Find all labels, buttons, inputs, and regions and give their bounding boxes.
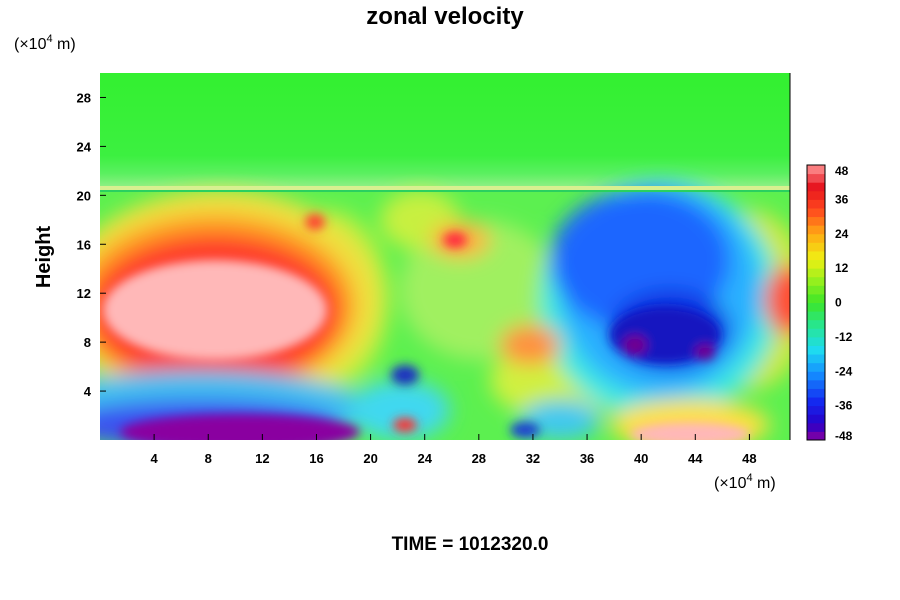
colorbar-band [807, 345, 825, 355]
colorbar-band [807, 259, 825, 269]
colorbar-band [807, 328, 825, 338]
colorbar-band [807, 216, 825, 226]
colorbar-band [807, 199, 825, 209]
y-tick-label: 8 [84, 335, 91, 350]
x-tick-label: 36 [580, 451, 594, 466]
x-tick-label: 40 [634, 451, 648, 466]
colorbar-tick-label: -12 [835, 330, 853, 344]
colorbar-tick-label: 12 [835, 261, 849, 275]
colorbar-band [807, 165, 825, 175]
colorbar: 48 36 24 12 0 -12 -24 -36 -48 [806, 164, 853, 443]
velocity-field [100, 73, 790, 440]
colorbar-band [807, 354, 825, 364]
x-axis-unit: (×104 m) [714, 472, 776, 492]
colorbar-tick-label: 36 [835, 192, 849, 206]
y-tick-label: 28 [77, 90, 91, 105]
y-tick-label: 12 [77, 286, 91, 301]
interface-band [100, 186, 790, 190]
colorbar-band [807, 250, 825, 261]
colorbar-band [807, 379, 825, 389]
x-tick-label: 16 [309, 451, 323, 466]
x-tick-label: 12 [255, 451, 269, 466]
colorbar-tick-label: -36 [835, 399, 853, 413]
colorbar-band [807, 397, 825, 407]
colorbar-band [807, 302, 825, 312]
x-tick-label: 44 [688, 451, 703, 466]
colorbar-band [807, 233, 825, 243]
colorbar-band [807, 285, 825, 295]
y-axis-label: Height [33, 226, 55, 289]
colorbar-frame [806, 164, 826, 441]
colorbar-band [807, 268, 825, 278]
y-tick-label: 20 [77, 188, 91, 203]
upper-layer-field [100, 73, 790, 191]
colorbar-band [807, 371, 825, 381]
colorbar-band [807, 336, 825, 346]
colorbar-tick-label: -24 [835, 364, 853, 378]
colorbar-band [807, 242, 825, 252]
colorbar-band [807, 173, 825, 183]
colorbar-band [807, 405, 825, 415]
colorbar-band [807, 414, 825, 424]
x-tick-label: 20 [363, 451, 377, 466]
x-axis-ticks: 4 8 12 16 20 24 28 32 36 40 44 48 [151, 434, 757, 466]
x-tick-label: 24 [417, 451, 432, 466]
colorbar-band [807, 225, 825, 235]
time-label: TIME = 1012320.0 [392, 534, 549, 555]
y-axis-ticks: 4 8 12 16 20 24 28 [77, 90, 106, 399]
colorbar-band [807, 311, 825, 321]
y-tick-label: 24 [77, 139, 92, 154]
colorbar-tick-label: -48 [835, 429, 853, 443]
colorbar-band [807, 190, 825, 200]
colorbar-band [807, 182, 825, 192]
core-blobs [103, 214, 750, 440]
y-axis-unit: (×104 m) [14, 33, 76, 53]
y-tick-label: 16 [77, 237, 91, 252]
colorbar-band [807, 276, 825, 286]
x-tick-label: 48 [742, 451, 756, 466]
colorbar-band [807, 388, 825, 398]
colorbar-band [807, 431, 825, 441]
y-tick-label: 4 [84, 384, 92, 399]
x-tick-label: 8 [205, 451, 212, 466]
chart-title: zonal velocity [366, 3, 524, 30]
colorbar-band [807, 362, 825, 372]
colorbar-tick-label: 24 [835, 227, 849, 241]
colorbar-tick-label: 0 [835, 296, 842, 310]
x-tick-label: 28 [472, 451, 486, 466]
colorbar-tick-label: 48 [835, 164, 849, 178]
colorbar-band [807, 319, 825, 329]
x-tick-label: 32 [526, 451, 540, 466]
x-tick-label: 4 [151, 451, 159, 466]
colorbar-band [807, 422, 825, 432]
colorbar-band [807, 207, 825, 218]
colorbar-band [807, 293, 825, 303]
